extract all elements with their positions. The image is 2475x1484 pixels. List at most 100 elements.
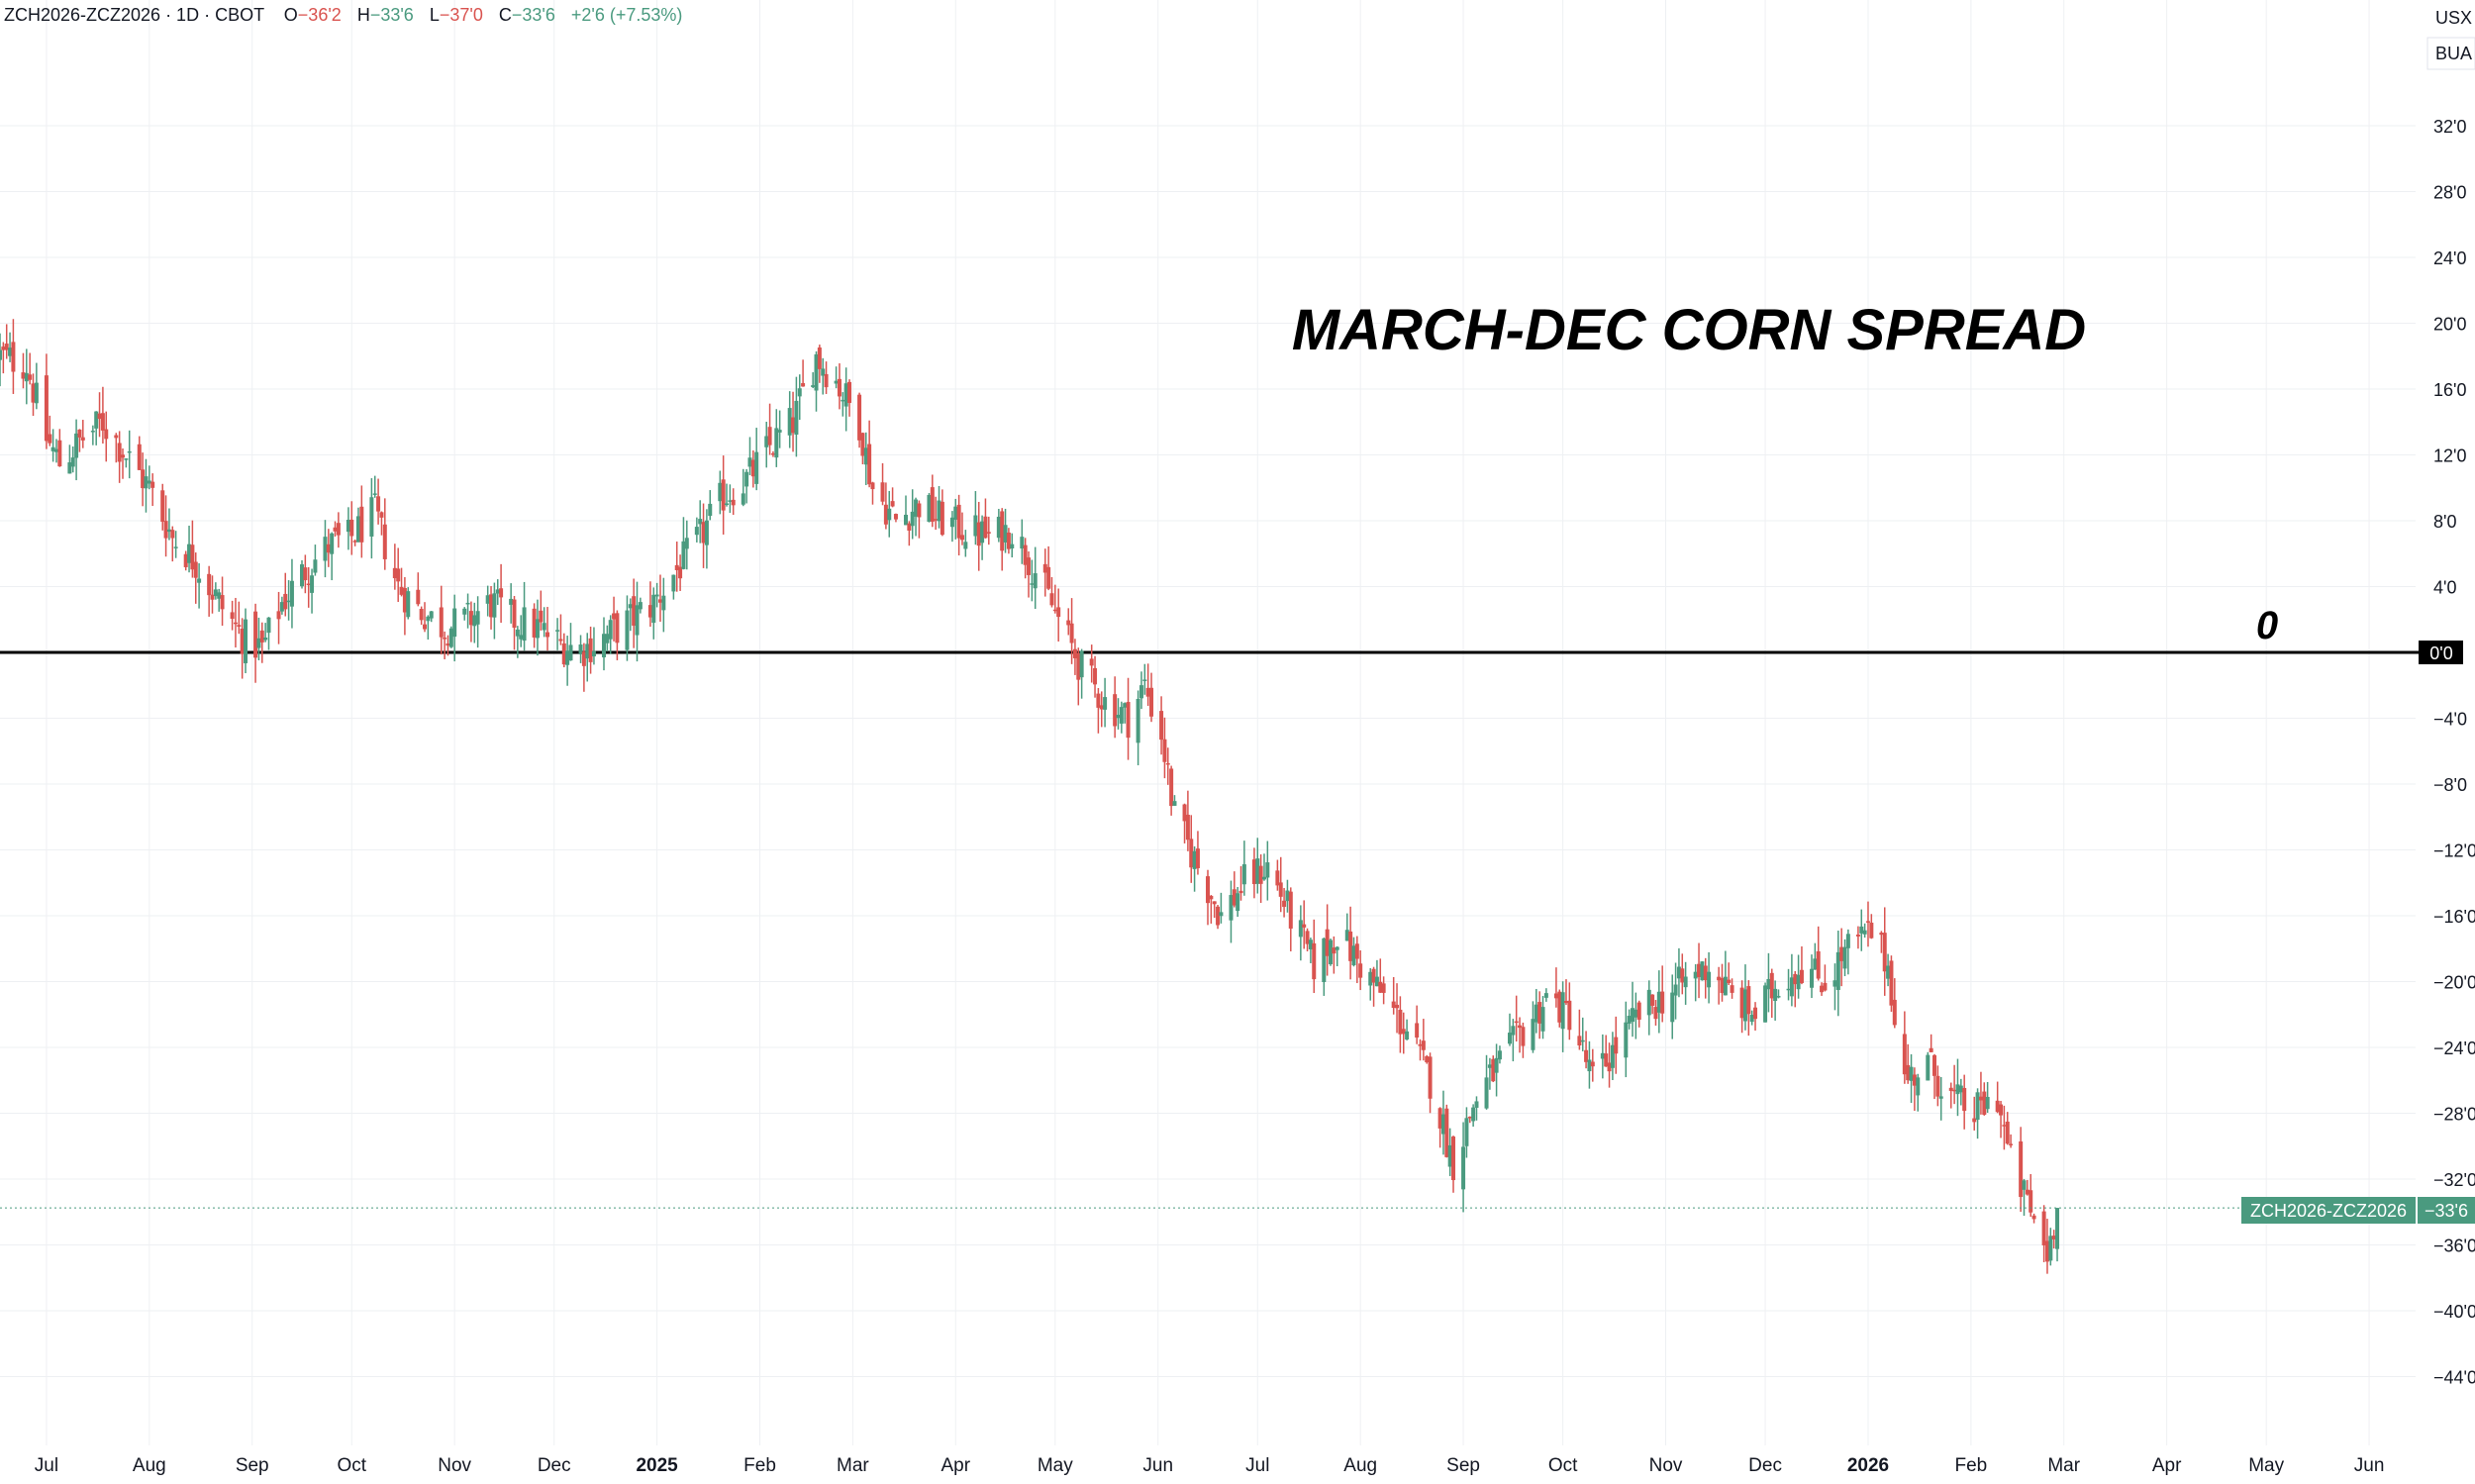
- candle[interactable]: [2048, 1228, 2053, 1266]
- candle[interactable]: [259, 622, 264, 663]
- candle[interactable]: [67, 445, 72, 474]
- candle[interactable]: [1305, 928, 1310, 951]
- candle[interactable]: [678, 554, 683, 591]
- candle[interactable]: [1113, 676, 1118, 739]
- candle[interactable]: [1531, 1001, 1535, 1053]
- candle[interactable]: [1823, 964, 1828, 992]
- candle[interactable]: [870, 481, 875, 505]
- candle[interactable]: [1484, 1054, 1489, 1110]
- candle[interactable]: [545, 607, 550, 651]
- candle[interactable]: [147, 465, 151, 490]
- candle[interactable]: [976, 501, 981, 571]
- candle[interactable]: [1255, 838, 1260, 894]
- candle[interactable]: [914, 497, 919, 537]
- candle[interactable]: [512, 596, 517, 650]
- candle[interactable]: [1624, 1001, 1629, 1078]
- candle[interactable]: [647, 581, 652, 628]
- candle[interactable]: [336, 512, 341, 548]
- time-axis[interactable]: Jul Aug Sep Oct Nov Dec 2025 Feb Mar Apr May Jun Jul…: [35, 1455, 2385, 1476]
- candle[interactable]: [744, 468, 749, 504]
- candle[interactable]: [1680, 953, 1685, 995]
- candle[interactable]: [1447, 1128, 1452, 1176]
- candle[interactable]: [1219, 892, 1224, 924]
- candle[interactable]: [1282, 887, 1287, 918]
- currency-selector[interactable]: USX: [2427, 0, 2475, 35]
- candle[interactable]: [489, 585, 494, 630]
- candle[interactable]: [907, 521, 912, 546]
- candle[interactable]: [1251, 847, 1256, 899]
- candle[interactable]: [1560, 981, 1565, 1052]
- candle[interactable]: [256, 617, 261, 660]
- candle[interactable]: [21, 352, 26, 389]
- candles[interactable]: [0, 319, 2060, 1274]
- candle[interactable]: [963, 530, 968, 557]
- candle[interactable]: [1159, 696, 1164, 755]
- candle[interactable]: [2002, 1105, 2007, 1150]
- candle[interactable]: [927, 493, 932, 523]
- price-scale[interactable]: 32'0 28'0 24'0 20'0 16'0 12'0 8'0 4'0 −4'0 −8'0 −1…: [2433, 117, 2475, 1388]
- candle[interactable]: [121, 448, 126, 479]
- candle[interactable]: [310, 568, 315, 614]
- candle[interactable]: [448, 626, 453, 648]
- candle[interactable]: [863, 432, 868, 485]
- candle[interactable]: [1610, 1032, 1615, 1081]
- candle[interactable]: [1138, 671, 1143, 710]
- candle[interactable]: [1962, 1074, 1967, 1130]
- candle[interactable]: [1563, 979, 1568, 1005]
- candle[interactable]: [1746, 980, 1751, 1037]
- candle[interactable]: [718, 470, 723, 515]
- candle[interactable]: [396, 547, 401, 602]
- candle[interactable]: [1042, 548, 1047, 597]
- candle[interactable]: [499, 563, 504, 624]
- candle[interactable]: [1653, 1000, 1658, 1026]
- candle[interactable]: [1229, 880, 1234, 943]
- candle[interactable]: [1935, 1065, 1940, 1107]
- candle[interactable]: [704, 509, 709, 569]
- candle[interactable]: [721, 455, 726, 535]
- candle[interactable]: [1600, 1034, 1605, 1079]
- candle[interactable]: [986, 516, 991, 545]
- candle[interactable]: [50, 429, 55, 462]
- candle[interactable]: [522, 581, 527, 651]
- candle[interactable]: [1142, 663, 1147, 695]
- candle[interactable]: [787, 391, 792, 448]
- candle[interactable]: [372, 475, 377, 498]
- candle[interactable]: [1886, 953, 1891, 987]
- candle[interactable]: [1189, 815, 1194, 883]
- candle[interactable]: [2022, 1178, 2027, 1217]
- candle[interactable]: [980, 515, 985, 560]
- candle[interactable]: [163, 495, 168, 557]
- candle[interactable]: [1995, 1081, 2000, 1114]
- candle[interactable]: [2029, 1173, 2033, 1218]
- candle[interactable]: [2019, 1127, 2024, 1213]
- candle[interactable]: [940, 489, 944, 537]
- candle[interactable]: [1730, 978, 1734, 999]
- candle[interactable]: [1033, 546, 1038, 610]
- candle[interactable]: [814, 350, 819, 412]
- candle[interactable]: [1145, 663, 1150, 706]
- candle[interactable]: [1882, 907, 1887, 996]
- candle[interactable]: [1673, 962, 1678, 1020]
- candle[interactable]: [741, 468, 745, 507]
- candle[interactable]: [1195, 831, 1200, 875]
- candle[interactable]: [1474, 1096, 1479, 1121]
- candle[interactable]: [352, 539, 357, 546]
- candle[interactable]: [1985, 1081, 1990, 1114]
- candle[interactable]: [253, 603, 258, 683]
- candle[interactable]: [1707, 951, 1712, 1004]
- candle[interactable]: [847, 379, 852, 417]
- candle[interactable]: [615, 610, 620, 660]
- candle[interactable]: [1027, 551, 1032, 598]
- candle[interactable]: [860, 432, 865, 465]
- candle[interactable]: [1799, 945, 1804, 985]
- candle[interactable]: [1000, 508, 1005, 571]
- candle[interactable]: [213, 582, 218, 600]
- candle[interactable]: [1810, 954, 1814, 999]
- candle[interactable]: [1089, 644, 1094, 683]
- candle[interactable]: [330, 532, 335, 581]
- candle[interactable]: [1753, 1002, 1758, 1031]
- candle[interactable]: [289, 558, 294, 629]
- candle[interactable]: [959, 512, 964, 545]
- candle[interactable]: [1209, 895, 1214, 924]
- candle[interactable]: [313, 544, 318, 576]
